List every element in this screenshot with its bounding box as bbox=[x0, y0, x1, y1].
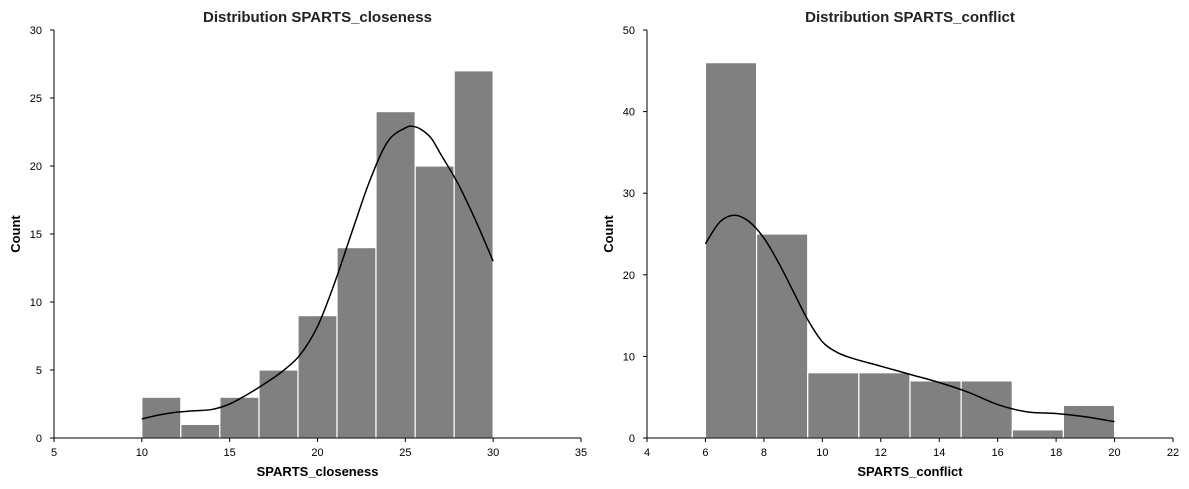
y-tick-label: 40 bbox=[623, 107, 635, 119]
y-tick-label: 20 bbox=[30, 161, 42, 173]
y-tick-label: 20 bbox=[623, 270, 635, 282]
x-tick-label: 20 bbox=[311, 447, 323, 459]
y-tick-label: 0 bbox=[36, 433, 42, 445]
x-tick-label: 22 bbox=[1167, 447, 1179, 459]
y-axis-label: Count bbox=[601, 215, 616, 253]
histogram-bar bbox=[807, 372, 860, 439]
x-tick-label: 6 bbox=[702, 447, 708, 459]
chart-panel-2: 4 6 8 10 12 14 16 18 20 22 0 10 20 30 40 50 Distribution… bbox=[601, 9, 1179, 479]
y-tick-label: 25 bbox=[30, 93, 42, 105]
y-tick-label: 15 bbox=[30, 229, 42, 241]
x-tick-label: 10 bbox=[136, 447, 148, 459]
histogram-bar bbox=[858, 372, 911, 439]
chart-title: Distribution SPARTS_closeness bbox=[203, 9, 432, 26]
x-tick-label: 35 bbox=[575, 447, 587, 459]
kde-line bbox=[704, 214, 1115, 423]
histogram-bar bbox=[755, 233, 809, 439]
chart-title: Distribution SPARTS_conflict bbox=[805, 9, 1015, 26]
x-axis-label: SPARTS_conflict bbox=[857, 464, 963, 479]
histogram-bar bbox=[1062, 404, 1116, 439]
kde-line bbox=[141, 125, 494, 420]
x-tick-label: 16 bbox=[992, 447, 1004, 459]
x-tick-label: 5 bbox=[51, 447, 57, 459]
y-tick-label: 5 bbox=[36, 365, 42, 377]
x-tick-label: 12 bbox=[875, 447, 887, 459]
histogram-bar bbox=[180, 423, 221, 439]
histogram-bar bbox=[258, 369, 299, 439]
x-tick-label: 20 bbox=[1108, 447, 1120, 459]
histogram-bar bbox=[960, 380, 1013, 439]
y-tick-label: 0 bbox=[629, 433, 635, 445]
y-tick-label: 30 bbox=[623, 188, 635, 200]
y-axis-label: Count bbox=[8, 215, 23, 253]
histogram-bar bbox=[219, 396, 260, 439]
x-tick-label: 30 bbox=[487, 447, 499, 459]
x-tick-label: 18 bbox=[1050, 447, 1062, 459]
x-tick-label: 8 bbox=[761, 447, 767, 459]
y-tick-label: 10 bbox=[30, 297, 42, 309]
x-tick-label: 15 bbox=[224, 447, 236, 459]
histogram-bar bbox=[336, 247, 377, 439]
histogram-bar bbox=[1011, 429, 1065, 439]
histogram-bar bbox=[704, 62, 758, 439]
histogram-bar bbox=[414, 165, 455, 439]
x-tick-label: 4 bbox=[644, 447, 650, 459]
y-tick-label: 30 bbox=[30, 25, 42, 37]
x-tick-label: 14 bbox=[933, 447, 945, 459]
histogram-bar bbox=[297, 315, 338, 439]
histogram-bar bbox=[453, 70, 494, 439]
y-tick-label: 10 bbox=[623, 351, 635, 363]
x-axis-label: SPARTS_closeness bbox=[257, 464, 379, 479]
x-tick-label: 25 bbox=[399, 447, 411, 459]
histogram-bar bbox=[375, 110, 416, 439]
x-tick-label: 10 bbox=[816, 447, 828, 459]
y-tick-label: 50 bbox=[623, 25, 635, 37]
histogram-bar bbox=[909, 380, 962, 439]
